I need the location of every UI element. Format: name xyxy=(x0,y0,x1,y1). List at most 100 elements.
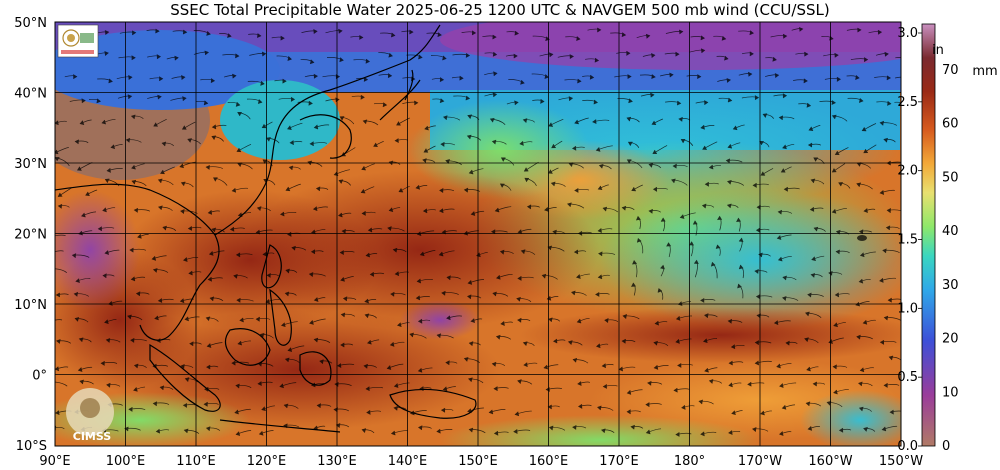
wind-arrowhead xyxy=(102,207,107,213)
wind-arrowhead xyxy=(548,52,554,58)
wind-arrowhead xyxy=(835,249,840,255)
wind-arrowhead xyxy=(813,157,818,162)
wind-arrowhead xyxy=(342,296,348,302)
wind-arrowhead xyxy=(694,259,699,265)
wind-arrowhead xyxy=(675,432,680,437)
wind-arrowhead xyxy=(594,57,600,63)
wind-arrowhead xyxy=(51,381,55,385)
wind-arrowhead xyxy=(645,402,650,407)
wind-arrowhead xyxy=(127,314,132,320)
wind-arrowhead xyxy=(492,291,497,297)
wind-arrowhead xyxy=(725,158,731,164)
wind-arrowhead xyxy=(760,410,765,416)
wind-arrowhead xyxy=(390,430,396,436)
wind-arrowhead xyxy=(73,291,79,297)
wind-arrowhead xyxy=(102,273,107,279)
wind-arrowhead xyxy=(759,141,764,146)
wind-arrowhead xyxy=(675,316,681,321)
wind-arrowhead xyxy=(106,382,111,388)
wind-arrowhead xyxy=(524,177,530,182)
wind-arrowhead xyxy=(879,120,885,126)
wind-arrowhead xyxy=(598,164,604,169)
wind-arrowhead xyxy=(631,187,636,192)
wind-arrowhead xyxy=(523,362,528,368)
wind-arrowhead xyxy=(660,217,666,222)
wind-arrowhead xyxy=(135,291,141,297)
colorbar: 3.0 2.5 2.0 1.5 1.0 0.5 0.0 70 60 50 40 30 20 10 0 in… xyxy=(897,23,998,454)
wind-arrowhead xyxy=(782,93,788,99)
wind-arrowhead xyxy=(206,343,212,348)
wind-arrowhead xyxy=(338,179,344,184)
latitude-label: 30°N xyxy=(14,157,47,172)
wind-arrowhead xyxy=(417,368,423,373)
wind-arrowhead xyxy=(419,251,425,257)
wind-arrowhead xyxy=(290,97,296,102)
wind-arrowhead xyxy=(717,215,722,221)
wind-arrowhead xyxy=(55,253,56,254)
wind-arrowhead xyxy=(180,181,186,187)
wind-arrowhead xyxy=(704,181,710,187)
wind-arrowhead xyxy=(804,51,809,57)
wind-arrowhead xyxy=(754,360,760,366)
wind-streamline xyxy=(895,76,901,79)
wind-arrowhead xyxy=(499,249,505,255)
wind-arrowhead xyxy=(838,182,843,187)
wind-arrowhead xyxy=(361,165,366,171)
wind-arrowhead xyxy=(660,264,665,270)
wind-arrowhead xyxy=(388,52,393,58)
wind-arrowhead xyxy=(738,264,744,270)
wind-arrowhead xyxy=(151,256,157,261)
wind-arrowhead xyxy=(731,410,736,416)
wind-arrowhead xyxy=(808,126,814,131)
wind-arrowhead xyxy=(263,178,268,183)
wind-arrowhead xyxy=(909,57,913,61)
wind-arrowhead xyxy=(340,312,346,318)
wind-arrowhead xyxy=(280,211,285,217)
wind-arrowhead xyxy=(313,124,319,130)
wind-arrowhead xyxy=(636,215,641,221)
longitude-label: 170°E xyxy=(599,454,639,469)
wind-arrowhead xyxy=(259,333,265,338)
wind-arrowhead xyxy=(445,360,450,366)
wind-arrowhead xyxy=(256,206,262,211)
wind-arrowhead xyxy=(308,272,314,277)
wind-arrowhead xyxy=(700,35,705,41)
wind-arrowhead xyxy=(208,251,214,256)
wind-arrowhead xyxy=(280,35,285,41)
wind-arrowhead xyxy=(338,28,343,34)
wind-arrowhead xyxy=(439,77,445,83)
wind-arrowhead xyxy=(516,296,521,302)
wind-arrowhead xyxy=(489,118,495,123)
wind-arrowhead xyxy=(829,35,834,41)
wind-arrowhead xyxy=(439,98,445,104)
wind-arrowhead xyxy=(335,74,341,79)
wind-arrowhead xyxy=(803,78,808,84)
wind-arrowhead xyxy=(237,212,243,218)
wind-arrowhead xyxy=(863,208,868,213)
wind-arrowhead xyxy=(574,188,579,193)
longitude-label: 130°E xyxy=(317,454,357,469)
wind-arrowhead xyxy=(424,125,429,131)
wind-arrowhead xyxy=(410,76,416,82)
cimss-logo-text: CIMSS xyxy=(73,430,112,443)
map-frame xyxy=(54,21,902,447)
wind-arrowhead xyxy=(677,363,682,368)
wind-arrowhead xyxy=(887,297,892,303)
wind-arrowhead xyxy=(888,355,894,361)
wind-streamline xyxy=(55,319,63,321)
wind-arrowhead xyxy=(104,30,110,35)
wind-arrowhead xyxy=(589,74,595,80)
wind-arrowhead xyxy=(574,119,579,125)
wind-arrowhead xyxy=(181,75,186,80)
wind-arrowhead xyxy=(309,59,315,65)
wind-arrowhead xyxy=(756,313,761,319)
wind-arrowhead xyxy=(785,340,790,346)
wind-arrowhead xyxy=(157,298,163,303)
wind-arrowhead xyxy=(704,313,709,318)
wind-arrowhead xyxy=(577,78,582,84)
wind-arrowhead xyxy=(390,32,396,38)
wind-arrowhead xyxy=(836,76,841,82)
colorbar-inch-tick: 0.0 xyxy=(897,439,918,454)
wind-arrowhead xyxy=(439,208,444,214)
longitude-label: 90°E xyxy=(39,454,70,469)
